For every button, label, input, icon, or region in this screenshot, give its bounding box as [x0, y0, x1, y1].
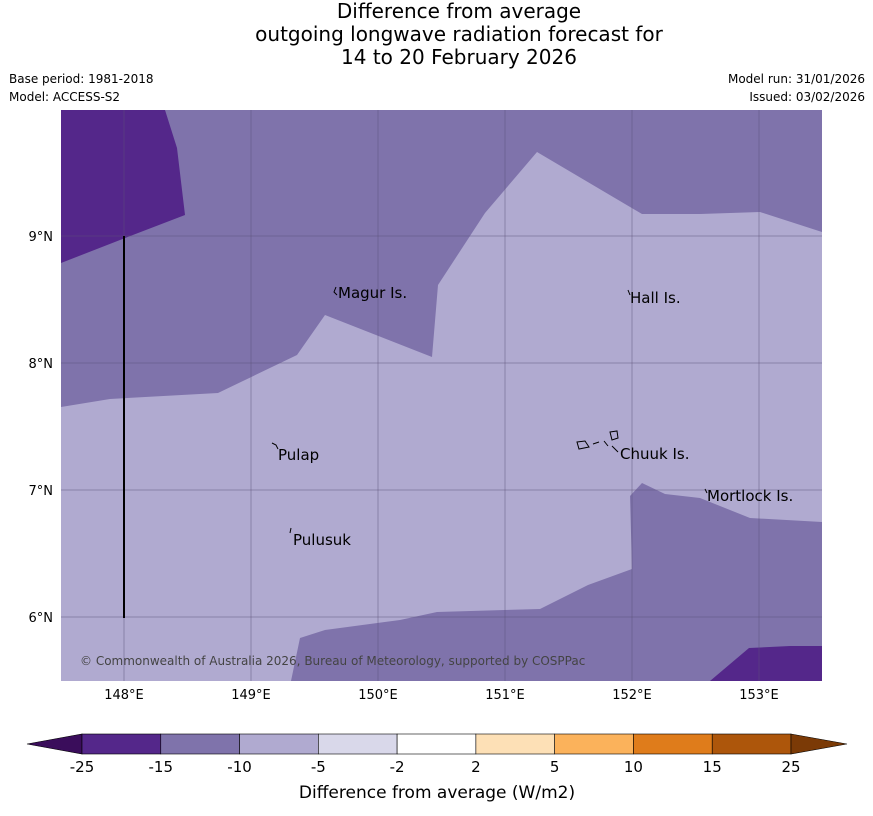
place-label-pulap: Pulap: [278, 446, 319, 464]
island-pulap: [271, 442, 279, 450]
place-label-hall: Hall Is.: [630, 289, 681, 307]
colorbar-bin: [239, 733, 319, 755]
title-line-2: outgoing longwave radiation forecast for: [255, 22, 663, 46]
lat-label-6: 6°N: [29, 611, 54, 626]
title-line-1: Difference from average: [336, 0, 582, 23]
meta-left: Base period: 1981-2018 Model: ACCESS-S2: [9, 70, 154, 106]
lat-label-7: 7°N: [29, 484, 54, 499]
meta-right: Model run: 31/01/2026 Issued: 03/02/2026: [728, 70, 865, 106]
map-area: Magur Is. Hall Is. Pulap Chuuk Is. Mortl…: [61, 110, 822, 681]
colorbar-bin: [396, 733, 477, 755]
island-hall: [627, 289, 631, 296]
contour-region-bottom-right: [710, 646, 822, 681]
base-period: Base period: 1981-2018: [9, 72, 154, 86]
colorbar-bin: [318, 733, 398, 755]
model-name: Model: ACCESS-S2: [9, 90, 121, 104]
copyright-notice: © Commonwealth of Australia 2026, Bureau…: [80, 654, 585, 668]
colorbar-tick-label: 5: [550, 758, 560, 776]
lon-label-151: 151°E: [485, 688, 525, 703]
island-chuuk: [576, 430, 619, 453]
islands: [271, 286, 708, 534]
place-label-mortlock: Mortlock Is.: [707, 487, 793, 505]
colorbar-bin: [160, 733, 240, 755]
colorbar-tick-label: -15: [149, 758, 174, 776]
lon-label-153: 153°E: [739, 688, 779, 703]
lat-label-8: 8°N: [29, 357, 54, 372]
colorbar-label: Difference from average (W/m2): [299, 783, 575, 803]
colorbar-bin: [711, 733, 792, 755]
colorbar-tick-label: 10: [624, 758, 643, 776]
colorbar-arrow-min: [26, 733, 83, 755]
chart-title: Difference from average outgoing longwav…: [0, 0, 873, 69]
model-run: Model run: 31/01/2026: [727, 72, 865, 86]
island-mortlock: [704, 488, 708, 494]
colorbar-ticks: -25 -15 -10 -5 -2 2 5 10 15 25: [70, 758, 801, 776]
contour-region-top-left: [61, 110, 185, 263]
lat-axis: 9°N 8°N 7°N 6°N: [29, 230, 54, 626]
island-pulusuk: [289, 527, 292, 534]
issued-date: Issued: 03/02/2026: [749, 90, 865, 104]
colorbar-bin: [554, 733, 634, 755]
colorbar-arrow-max: [790, 733, 848, 755]
colorbar-tick-label: -2: [390, 758, 405, 776]
place-label-magur: Magur Is.: [338, 284, 407, 302]
colorbar-bin: [475, 733, 555, 755]
colorbar-tick-label: 15: [703, 758, 722, 776]
colorbar: -25 -15 -10 -5 -2 2 5 10 15 25 Difference from av…: [26, 733, 848, 803]
island-magur: [333, 286, 338, 296]
colorbar-bin: [633, 733, 713, 755]
lon-label-150: 150°E: [358, 688, 398, 703]
colorbar-tick-label: 2: [471, 758, 481, 776]
colorbar-tick-label: -10: [227, 758, 252, 776]
lon-label-149: 149°E: [231, 688, 271, 703]
colorbar-tick-label: -5: [311, 758, 326, 776]
place-label-pulusuk: Pulusuk: [293, 531, 351, 549]
place-label-chuuk: Chuuk Is.: [620, 445, 689, 463]
lon-label-152: 152°E: [612, 688, 652, 703]
colorbar-tick-label: -25: [70, 758, 95, 776]
contour-region-bottom: [291, 483, 822, 681]
lon-axis: 148°E 149°E 150°E 151°E 152°E 153°E: [104, 688, 779, 703]
lon-label-148: 148°E: [104, 688, 144, 703]
colorbar-tick-label: 25: [781, 758, 800, 776]
contour-region-top: [61, 110, 822, 407]
colorbar-bin: [81, 733, 162, 755]
colorbar-bins: [81, 733, 792, 755]
title-line-3: 14 to 20 February 2026: [341, 45, 577, 69]
lat-label-9: 9°N: [29, 230, 54, 245]
